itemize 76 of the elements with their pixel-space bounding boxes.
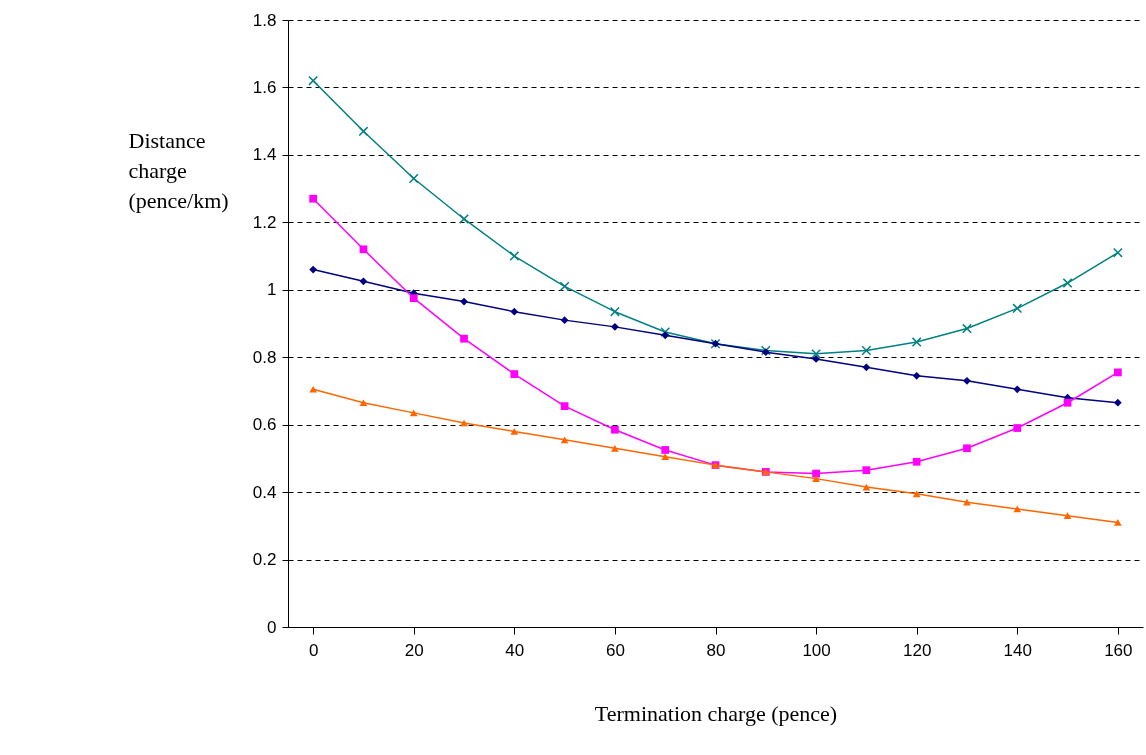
y-tick-label: 1 <box>267 280 277 300</box>
y-tick-label: 0 <box>267 617 277 637</box>
point <box>409 294 418 303</box>
x-tick-label: 20 <box>404 640 424 660</box>
y-axis-title: Distance charge (pence/km) <box>128 127 229 213</box>
point <box>560 402 569 410</box>
point <box>460 297 468 306</box>
point <box>309 385 318 393</box>
point <box>359 277 368 286</box>
point <box>963 444 971 453</box>
point <box>1013 385 1022 394</box>
point <box>408 173 419 184</box>
point <box>812 475 820 482</box>
y-tick-label: 0.8 <box>252 347 277 367</box>
point <box>963 498 971 506</box>
point <box>560 316 569 324</box>
point <box>1113 398 1122 407</box>
point <box>459 214 469 224</box>
y-tick-label: 1.2 <box>252 212 277 232</box>
point <box>358 126 369 137</box>
point <box>611 444 619 452</box>
point <box>611 425 619 434</box>
y-tick-label: 0.4 <box>252 482 277 502</box>
y-tick-label: 0.2 <box>252 550 277 570</box>
point <box>812 355 820 363</box>
point <box>862 466 871 475</box>
y-tick-label: 1.8 <box>252 10 277 30</box>
point <box>861 345 872 356</box>
point <box>409 409 418 417</box>
point <box>510 370 519 378</box>
point <box>460 334 468 343</box>
point <box>559 281 570 292</box>
point <box>962 323 972 334</box>
x-tick-label: 0 <box>308 640 319 660</box>
point <box>661 446 670 454</box>
point <box>1112 247 1123 258</box>
x-tick-label: 140 <box>1003 640 1032 660</box>
point <box>1062 278 1073 288</box>
x-tick-label: 120 <box>902 640 932 660</box>
x-tick-label: 80 <box>706 640 726 660</box>
point <box>912 490 921 498</box>
point <box>1113 368 1122 377</box>
point <box>661 453 670 461</box>
point <box>811 348 822 359</box>
point <box>509 251 520 261</box>
point <box>609 306 620 317</box>
point <box>510 307 519 316</box>
x-tick-label: 40 <box>505 640 525 660</box>
y-tick-label: 0.6 <box>252 415 277 435</box>
point <box>560 436 569 444</box>
point <box>1063 512 1072 520</box>
point <box>359 245 368 254</box>
point <box>862 363 871 372</box>
point <box>1113 519 1122 526</box>
point <box>661 331 670 340</box>
point <box>308 75 319 86</box>
point <box>309 194 318 203</box>
x-axis-title: Termination charge (pence) <box>594 700 838 726</box>
point <box>1012 303 1023 314</box>
point <box>912 457 921 466</box>
point <box>812 469 820 478</box>
point <box>912 371 921 380</box>
point <box>911 337 922 347</box>
y-tick-label: 1.6 <box>252 77 277 97</box>
point <box>660 327 671 337</box>
point <box>611 323 619 331</box>
point <box>309 265 318 274</box>
point <box>359 399 368 407</box>
x-tick-label: 100 <box>802 640 831 660</box>
point <box>510 428 519 435</box>
point <box>963 376 971 385</box>
x-tick-label: 160 <box>1104 640 1133 660</box>
x-tick-label: 60 <box>605 640 625 660</box>
point <box>1063 398 1072 407</box>
y-tick-label: 1.4 <box>252 145 277 165</box>
point <box>1013 424 1022 432</box>
